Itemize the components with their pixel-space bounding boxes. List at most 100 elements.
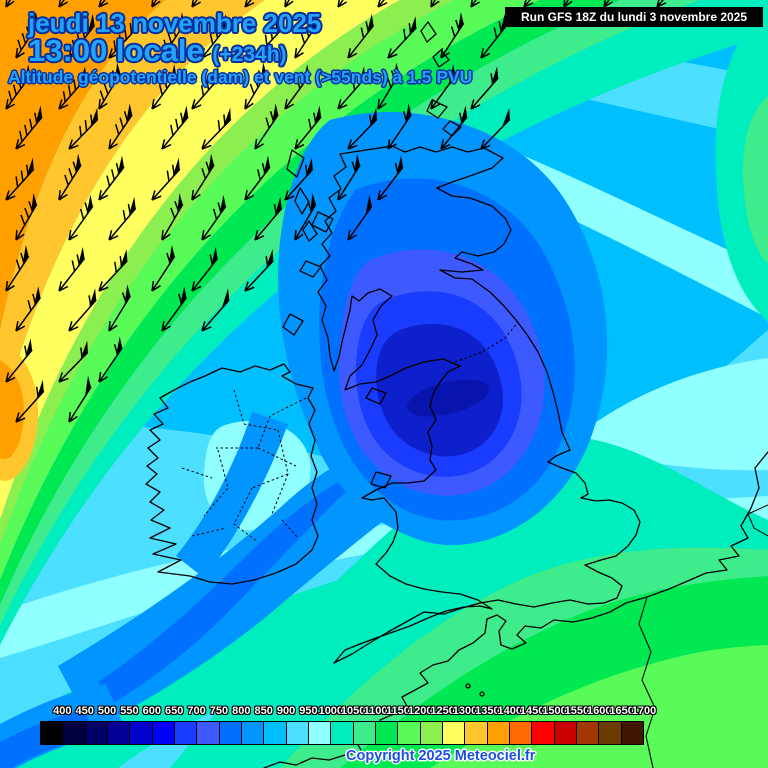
legend-cell <box>554 722 577 744</box>
wind-barb <box>440 105 468 150</box>
wind-barb <box>191 0 217 8</box>
legend-cell <box>63 722 86 744</box>
wind-barb <box>108 284 132 332</box>
wind-barb <box>151 157 181 201</box>
legend-value: 750 <box>209 705 229 717</box>
legend-cell <box>130 722 153 744</box>
legend-value: 1650 <box>609 705 634 717</box>
wind-barb <box>108 16 138 59</box>
wind-barb <box>58 66 87 110</box>
wind-barb <box>201 13 229 59</box>
wind-barb <box>15 105 43 150</box>
wind-barb <box>294 105 322 150</box>
wind-barb <box>470 66 499 110</box>
legend-cell <box>599 722 622 744</box>
wind-barb <box>5 338 33 383</box>
border-scotland-england <box>454 321 519 363</box>
legend-cell <box>41 722 64 744</box>
legend-value: 1500 <box>542 705 567 717</box>
coastline-ireland <box>145 363 319 585</box>
legend-value: 1550 <box>564 705 590 717</box>
wind-barb <box>161 12 186 59</box>
chart-subtitle: Altitude géopotentielle (dam) et vent (>… <box>8 67 473 87</box>
wind-barb <box>5 157 35 201</box>
wind-barb <box>15 12 40 59</box>
island-channel-1 <box>465 683 471 689</box>
legend-cell <box>241 722 265 744</box>
legend-value: 850 <box>254 705 273 717</box>
legend-value: 600 <box>142 705 162 717</box>
wind-barb <box>603 0 629 8</box>
legend-cell <box>286 722 309 744</box>
legend-cell <box>375 722 399 744</box>
wind-barb <box>284 0 307 8</box>
wind-barb <box>254 196 283 241</box>
wind-barb <box>98 62 122 110</box>
wind-barb <box>284 157 314 201</box>
wind-barb <box>377 0 406 8</box>
legend-cell <box>197 722 220 744</box>
copyright-label: Copyright 2025 Meteociel.fr <box>346 748 536 764</box>
legend-cell <box>442 722 466 744</box>
legend-value: 550 <box>120 705 139 717</box>
wind-barb <box>161 193 184 241</box>
coastline-anglesey <box>370 471 392 489</box>
wind-barb <box>58 153 82 201</box>
forecast-date-label: jeudi 13 novembre 2025 <box>28 8 322 38</box>
wind-barbs-layer <box>5 0 685 423</box>
legend-value: 900 <box>276 705 296 717</box>
wind-barb <box>68 375 92 423</box>
legend-cell <box>308 722 332 744</box>
wind-barb <box>68 194 94 241</box>
wind-barb <box>5 64 32 110</box>
forecast-offset-label: (+234h) <box>212 43 287 66</box>
legend-value: 1450 <box>519 705 545 717</box>
wind-barb <box>151 64 178 110</box>
wind-barb <box>5 245 30 292</box>
wind-barb <box>347 13 375 59</box>
legend-value: 650 <box>165 705 184 717</box>
wind-barb <box>254 16 284 59</box>
wind-barb <box>58 0 84 8</box>
wind-barb <box>244 0 273 8</box>
legend-cell <box>576 722 600 744</box>
wind-barb <box>68 13 96 59</box>
wind-barb <box>430 64 457 110</box>
wind-barb <box>387 16 417 59</box>
island-channel-2 <box>479 691 485 697</box>
inland-borders-layer <box>181 321 519 543</box>
wind-barb <box>15 286 42 332</box>
wind-barb <box>244 155 271 201</box>
legend-value: 1050 <box>340 705 366 717</box>
legend-cell <box>465 722 488 744</box>
wind-barb <box>470 0 496 8</box>
wind-barb <box>337 0 363 8</box>
legend-cell <box>174 722 198 744</box>
legend-cell <box>85 722 108 744</box>
legend-value: 950 <box>299 705 318 717</box>
wind-barb <box>347 194 373 241</box>
river-netherlands <box>747 504 768 537</box>
wind-barb <box>98 336 123 383</box>
legend-cell <box>264 722 287 744</box>
borders-ireland-counties <box>181 389 307 543</box>
wind-barb <box>68 288 97 332</box>
coastline-great-britain <box>317 145 641 664</box>
wind-barb <box>108 103 133 150</box>
wind-barb <box>98 155 125 201</box>
legend-value: 1100 <box>363 705 388 717</box>
wind-barb <box>68 107 99 150</box>
legend-value: 1700 <box>631 705 657 717</box>
wind-barb <box>377 155 404 201</box>
wind-barb <box>430 0 453 8</box>
legend-color-cells <box>40 721 644 745</box>
color-scale-legend: 400 450 500 550 600 650 700 750 800 850 900 950 1000… <box>40 705 656 745</box>
legend-value: 700 <box>187 705 206 717</box>
legend-value: 1600 <box>587 705 612 717</box>
legend-cell <box>621 722 643 744</box>
model-run-badge: Run GFS 18Z du lundi 3 novembre 2025 <box>505 7 763 27</box>
legend-value: 1150 <box>385 705 410 717</box>
wind-barb <box>161 105 189 150</box>
